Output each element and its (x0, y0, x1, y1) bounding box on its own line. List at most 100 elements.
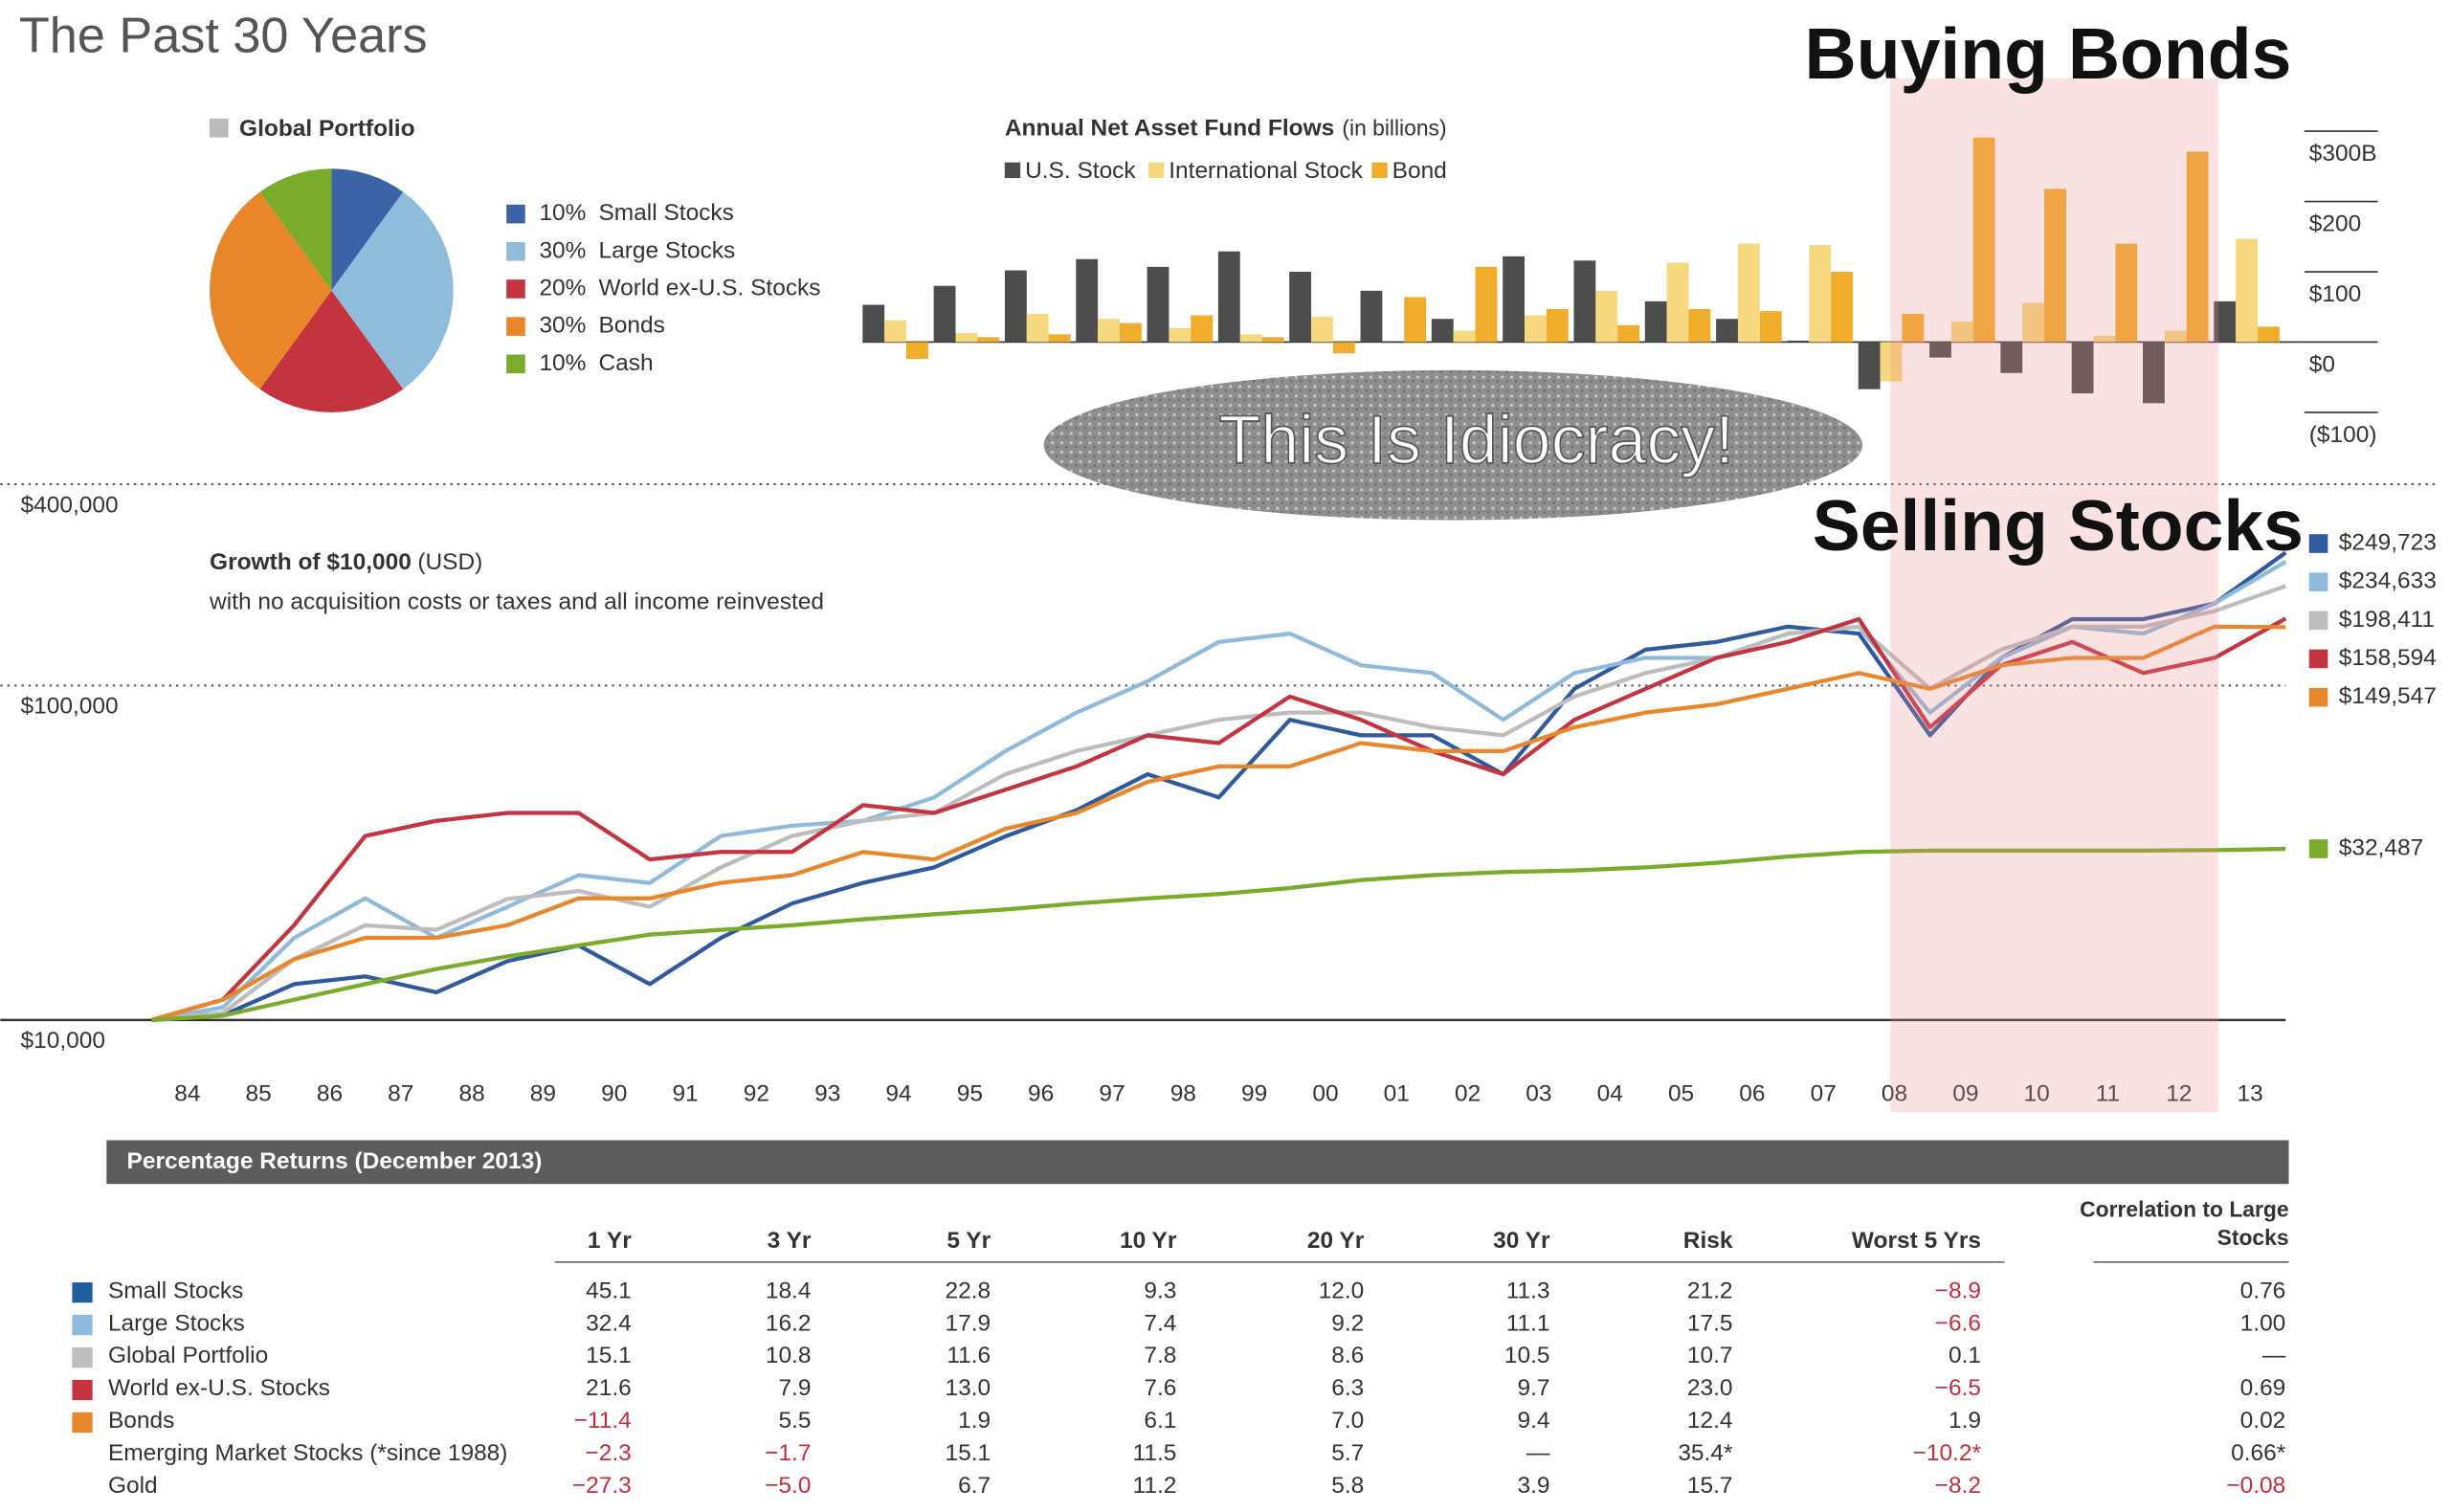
table-cell: −8.9 (1935, 1278, 1981, 1303)
legend-label: Large Stocks (598, 237, 735, 263)
table-cell: −6.5 (1935, 1375, 1981, 1401)
legend-swatch (2308, 687, 2328, 707)
table-cell: 17.9 (946, 1310, 991, 1336)
legend-swatch (506, 204, 525, 224)
table-header-bar (106, 1140, 2289, 1185)
table-cell: 7.4 (1144, 1310, 1176, 1336)
legend-swatch (506, 354, 525, 374)
annotation-bubble (1043, 369, 1862, 521)
pie-slice (210, 191, 332, 389)
page-title: The Past 30 Years (19, 9, 428, 64)
bar (1360, 290, 1383, 343)
bar (2214, 300, 2237, 343)
bar (1546, 308, 1569, 343)
legend-value: 30% (539, 313, 586, 339)
table-cell: 0.02 (2240, 1408, 2286, 1434)
y-tick-label: ($100) (2309, 422, 2377, 448)
row-swatch (72, 1315, 93, 1336)
legend-label: Small Stocks (598, 200, 733, 226)
y-tick-label: $0 (2309, 351, 2335, 377)
series-line (151, 624, 2286, 1022)
legend-swatch (506, 241, 525, 261)
x-tick-label: 96 (1028, 1081, 1054, 1107)
row-label: Bonds (108, 1408, 174, 1434)
y-tick-label: $200 (2309, 211, 2361, 237)
table-cell: 7.9 (778, 1375, 811, 1401)
x-tick-label: 84 (174, 1081, 200, 1107)
bar (1261, 337, 1284, 343)
column-header: 20 Yr (1307, 1228, 1365, 1254)
end-label: $158,594 (2339, 645, 2437, 671)
legend-swatch (2308, 572, 2328, 591)
x-tick-label: 94 (885, 1081, 911, 1107)
table-cell: 45.1 (586, 1278, 632, 1303)
bar (1048, 334, 1071, 343)
row-swatch (72, 1379, 93, 1401)
pie-title: Global Portfolio (239, 116, 415, 142)
legend-swatch (210, 119, 229, 138)
legend-value: 10% (539, 350, 586, 376)
x-tick-label: 91 (672, 1081, 698, 1107)
annotation: Buying Bonds (1805, 13, 2292, 94)
table-cell: 35.4* (1678, 1440, 1733, 1466)
table-cell: 8.6 (1331, 1343, 1364, 1368)
bar (1191, 315, 1214, 343)
row-swatch (72, 1412, 93, 1434)
bar (1787, 340, 1810, 343)
bar (2000, 342, 2023, 373)
table-cell: 3.9 (1517, 1473, 1549, 1499)
legend-swatch (1148, 162, 1165, 179)
table-cell: 0.76 (2240, 1278, 2286, 1303)
bar (2164, 330, 2187, 343)
row-label: World ex-U.S. Stocks (108, 1375, 330, 1401)
legend-label: International Stock (1169, 158, 1363, 184)
table-cell: 1.00 (2240, 1310, 2286, 1336)
bar (2258, 326, 2280, 343)
table-cell: 12.0 (1319, 1278, 1365, 1303)
legend-swatch (2308, 649, 2328, 669)
bar (1169, 327, 1192, 343)
bar (977, 337, 1000, 343)
x-tick-label: 99 (1241, 1081, 1267, 1107)
bar (1809, 245, 1832, 343)
bar (1595, 290, 1618, 343)
table-cell: 12.4 (1687, 1408, 1733, 1434)
x-tick-label: 89 (530, 1081, 556, 1107)
end-label: $234,633 (2339, 568, 2437, 594)
bar (1119, 322, 1142, 343)
legend-value: 30% (539, 237, 586, 263)
table-cell: 9.3 (1144, 1278, 1176, 1303)
bar (2186, 151, 2209, 343)
legend-swatch (2308, 534, 2328, 553)
pie-slice (331, 191, 454, 389)
table-cell: 11.6 (947, 1343, 991, 1368)
bar-title: Annual Net Asset Fund Flows (in billions) (1005, 116, 1447, 142)
table-cell: −5.0 (765, 1473, 811, 1499)
table-cell: −1.7 (765, 1440, 811, 1466)
table-cell: 16.2 (766, 1310, 812, 1336)
table-cell: 6.1 (1144, 1408, 1176, 1434)
legend-label: Bond (1392, 158, 1447, 184)
table-cell: 1.9 (1949, 1408, 1981, 1434)
column-header: 1 Yr (588, 1228, 632, 1254)
column-header: 10 Yr (1120, 1228, 1177, 1254)
table-cell: 9.4 (1517, 1408, 1549, 1434)
bar (1147, 266, 1169, 343)
table-cell: −2.3 (585, 1440, 631, 1466)
row-label: Large Stocks (108, 1310, 245, 1336)
bar (1573, 260, 1596, 343)
table-cell: −10.2* (1913, 1440, 1982, 1466)
bar (1759, 311, 1782, 343)
column-header: 30 Yr (1493, 1228, 1550, 1254)
x-tick-label: 09 (1952, 1081, 1978, 1107)
row-label: Small Stocks (108, 1278, 243, 1303)
end-label: $198,411 (2339, 607, 2435, 633)
bar (1716, 319, 1738, 343)
annotation: Selling Stocks (1813, 485, 2304, 566)
table-cell: 7.0 (1331, 1408, 1364, 1434)
bar (1902, 314, 1925, 343)
legend-label: U.S. Stock (1025, 158, 1136, 184)
x-tick-label: 03 (1526, 1081, 1551, 1107)
table-cell: 21.6 (586, 1375, 632, 1401)
